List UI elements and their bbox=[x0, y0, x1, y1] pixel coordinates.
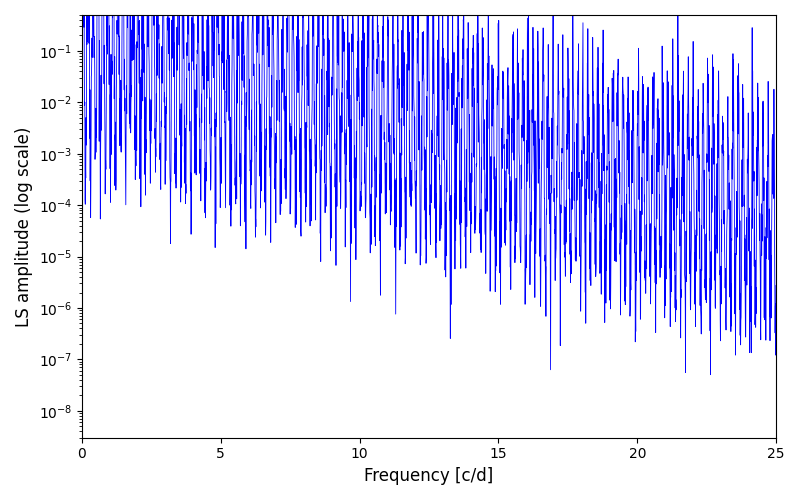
Y-axis label: LS amplitude (log scale): LS amplitude (log scale) bbox=[15, 126, 33, 326]
X-axis label: Frequency [c/d]: Frequency [c/d] bbox=[364, 467, 494, 485]
